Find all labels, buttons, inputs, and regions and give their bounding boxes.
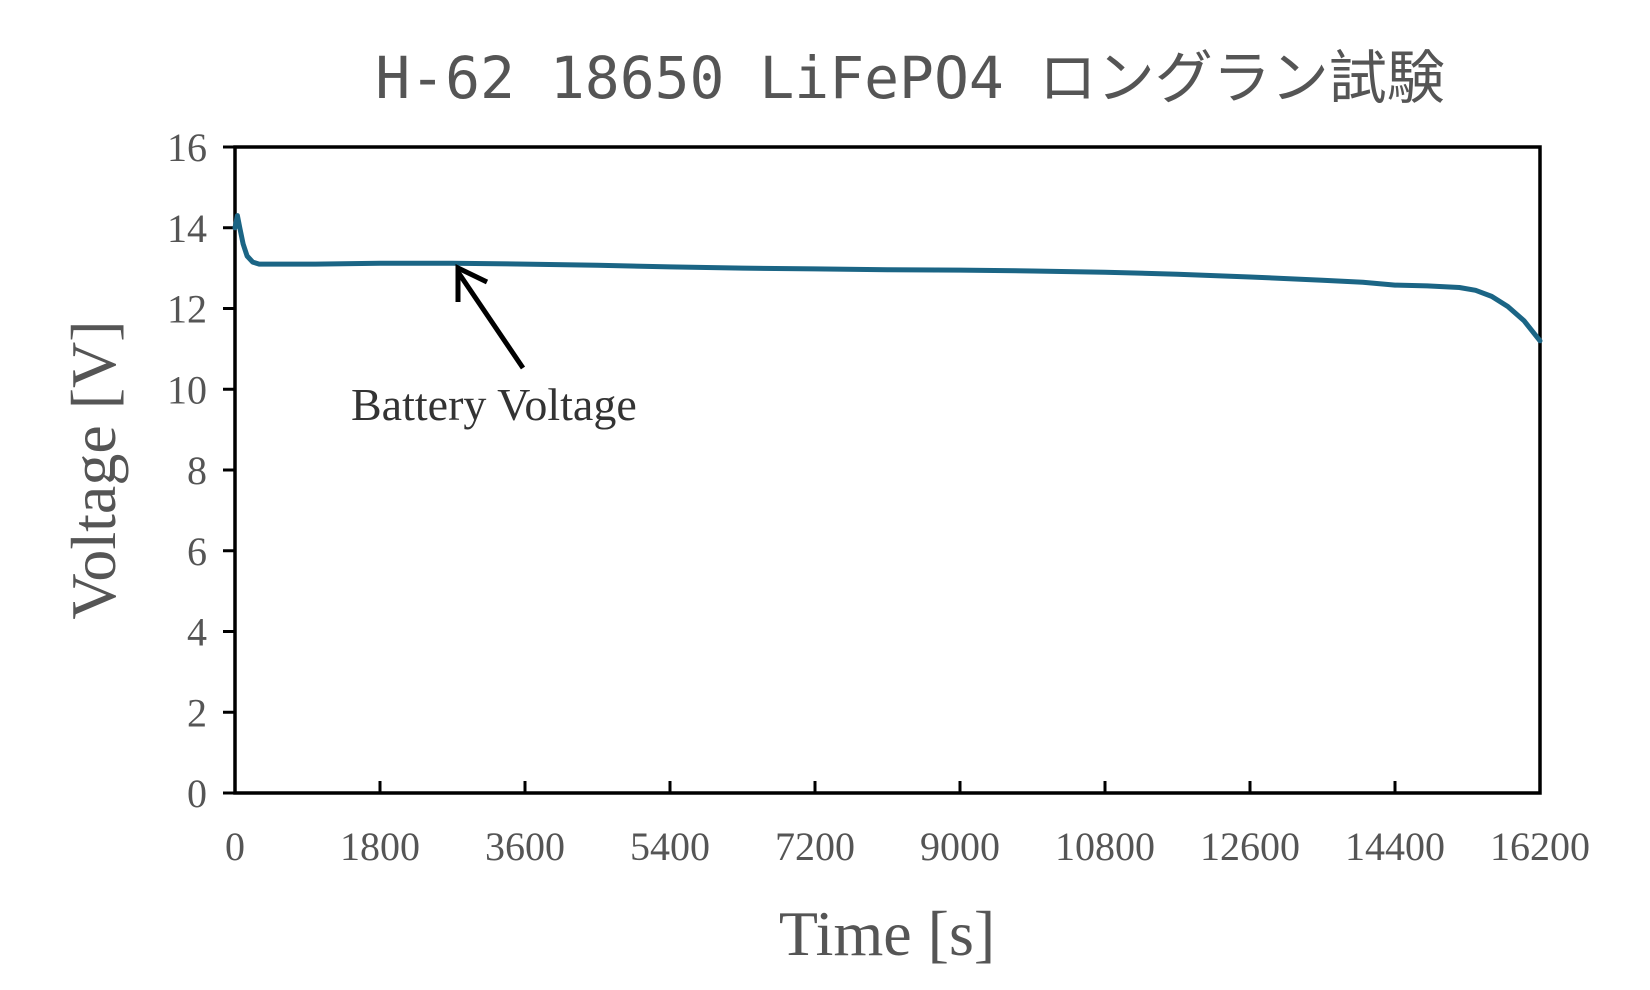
- y-tick-label: 6: [187, 529, 207, 574]
- y-tick-label: 4: [187, 610, 207, 655]
- annotation-arrow: [455, 264, 526, 370]
- y-tick-label: 10: [167, 367, 207, 412]
- annotation-label: Battery Voltage: [351, 379, 637, 430]
- x-axis-ticks: 0 1800 3600 5400 7200 9000 10800 12600 14400 1620…: [225, 781, 1590, 869]
- x-tick-label: 1800: [340, 824, 420, 869]
- x-tick-label: 0: [225, 824, 245, 869]
- battery-voltage-line: [232, 213, 1543, 344]
- y-tick-label: 12: [167, 287, 207, 332]
- x-tick-label: 9000: [920, 824, 1000, 869]
- x-tick-label: 7200: [775, 824, 855, 869]
- chart-title: H-62 18650 LiFePO4 ロングラン試験: [375, 44, 1444, 112]
- y-tick-label: 8: [187, 448, 207, 493]
- y-tick-label: 16: [167, 125, 207, 170]
- plot-frame: [233, 145, 1542, 795]
- y-tick-label: 0: [187, 771, 207, 816]
- x-tick-label: 14400: [1345, 824, 1445, 869]
- x-tick-label: 3600: [485, 824, 565, 869]
- y-axis-ticks: 0 2 4 6 8 10 12 14 16: [167, 125, 235, 816]
- y-tick-label: 14: [167, 206, 207, 251]
- y-axis-label: Voltage [V]: [58, 320, 129, 619]
- x-tick-label: 16200: [1490, 824, 1590, 869]
- x-tick-label: 10800: [1055, 824, 1155, 869]
- y-tick-label: 2: [187, 690, 207, 735]
- x-tick-label: 12600: [1200, 824, 1300, 869]
- x-axis-label: Time [s]: [779, 898, 995, 969]
- x-tick-label: 5400: [630, 824, 710, 869]
